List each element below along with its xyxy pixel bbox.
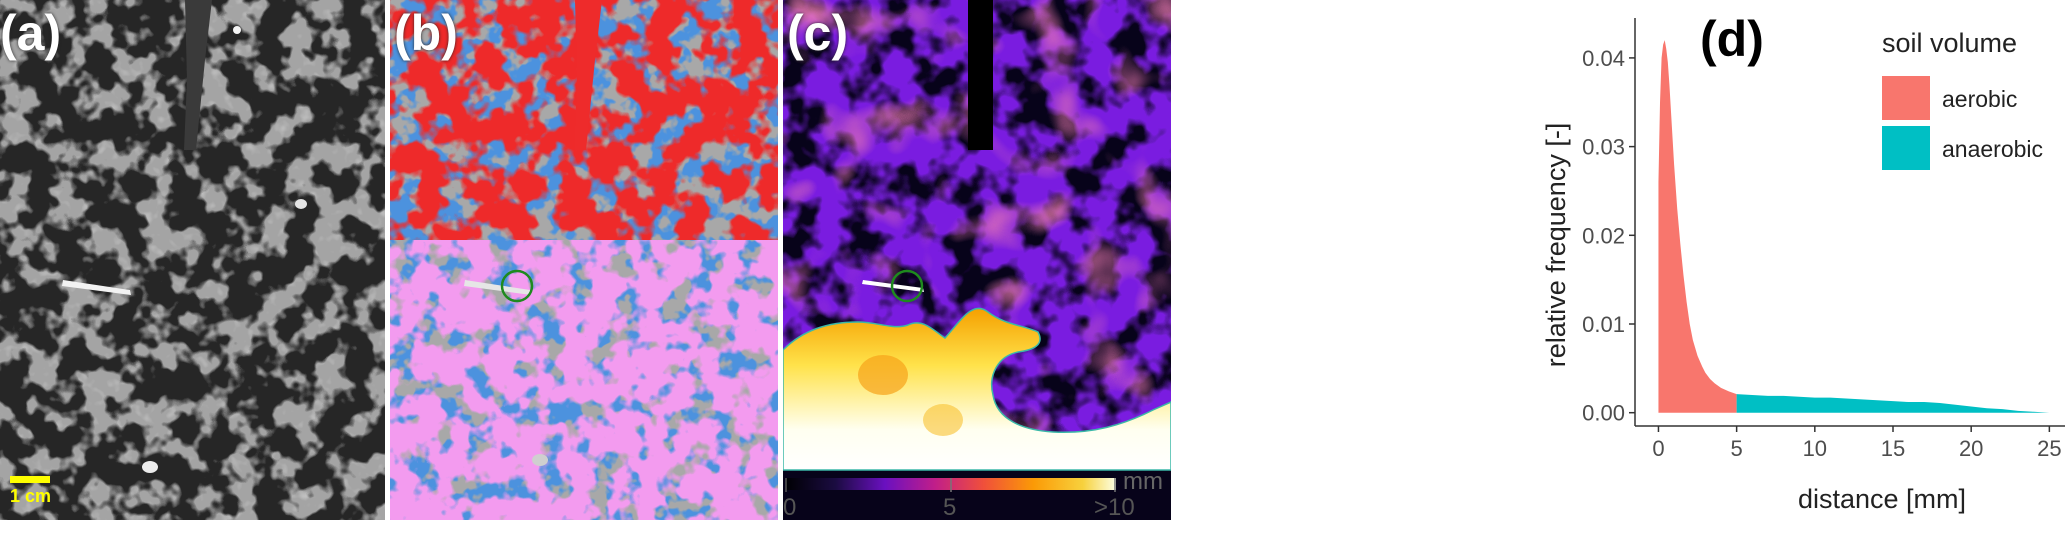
scale-bar-label: 1 cm [10,486,52,506]
colorbar-unit-label: mm [1123,468,1163,495]
legend-title: soil volume [1882,28,2017,58]
panel-b-label: (b) [394,5,458,61]
distance-map-image [783,0,1171,520]
highlight-circle-c [890,269,924,303]
panel-c-distance-map: (c) mm 0 5 >10 [783,0,1171,520]
colorbar-tick-5: 5 [943,494,957,520]
panel-a-label: (a) [0,5,62,61]
panel-b-segmentation: (b) [390,0,778,520]
area-series-anaerobic [1736,394,2050,413]
x-tick-label: 15 [1881,436,1905,461]
y-tick-label: 0.02 [1582,223,1625,248]
legend-label-anaerobic: anaerobic [1942,136,2043,162]
y-tick-label: 0.01 [1582,312,1625,337]
segmentation-image [390,0,778,520]
x-axis-label: distance [mm] [1798,484,1966,514]
colorbar-tick-0: 0 [783,494,797,520]
y-tick-label: 0.04 [1582,46,1625,71]
x-tick-label: 10 [1803,436,1827,461]
scale-bar [10,476,50,483]
legend-label-aerobic: aerobic [1942,86,2017,112]
x-tick-label: 5 [1731,436,1743,461]
highlight-circle [500,269,534,303]
legend-swatch-anaerobic [1882,126,1930,170]
panel-d-label: (d) [1700,11,1764,67]
y-tick-label: 0.00 [1582,401,1625,426]
panel-c-label: (c) [787,5,849,61]
distance-frequency-chart: 0.00 0.01 0.02 0.03 0.04 0 5 10 15 20 25 relative … [1541,18,2065,514]
y-axis-label: relative frequency [-] [1541,123,1571,368]
colorbar-tick-10: >10 [1094,494,1135,520]
panel-d-chart: 0.00 0.01 0.02 0.03 0.04 0 5 10 15 20 25 relative … [1530,0,2067,528]
x-tick-label: 20 [1959,436,1983,461]
legend-swatch-aerobic [1882,76,1930,120]
panel-a-ct-image: (a) 1 cm [0,0,385,520]
x-tick-label: 0 [1652,436,1664,461]
ct-grayscale-image [0,0,385,520]
x-tick-label: 25 [2037,436,2061,461]
area-series-aerobic [1658,40,1737,413]
y-tick-label: 0.03 [1582,135,1625,160]
